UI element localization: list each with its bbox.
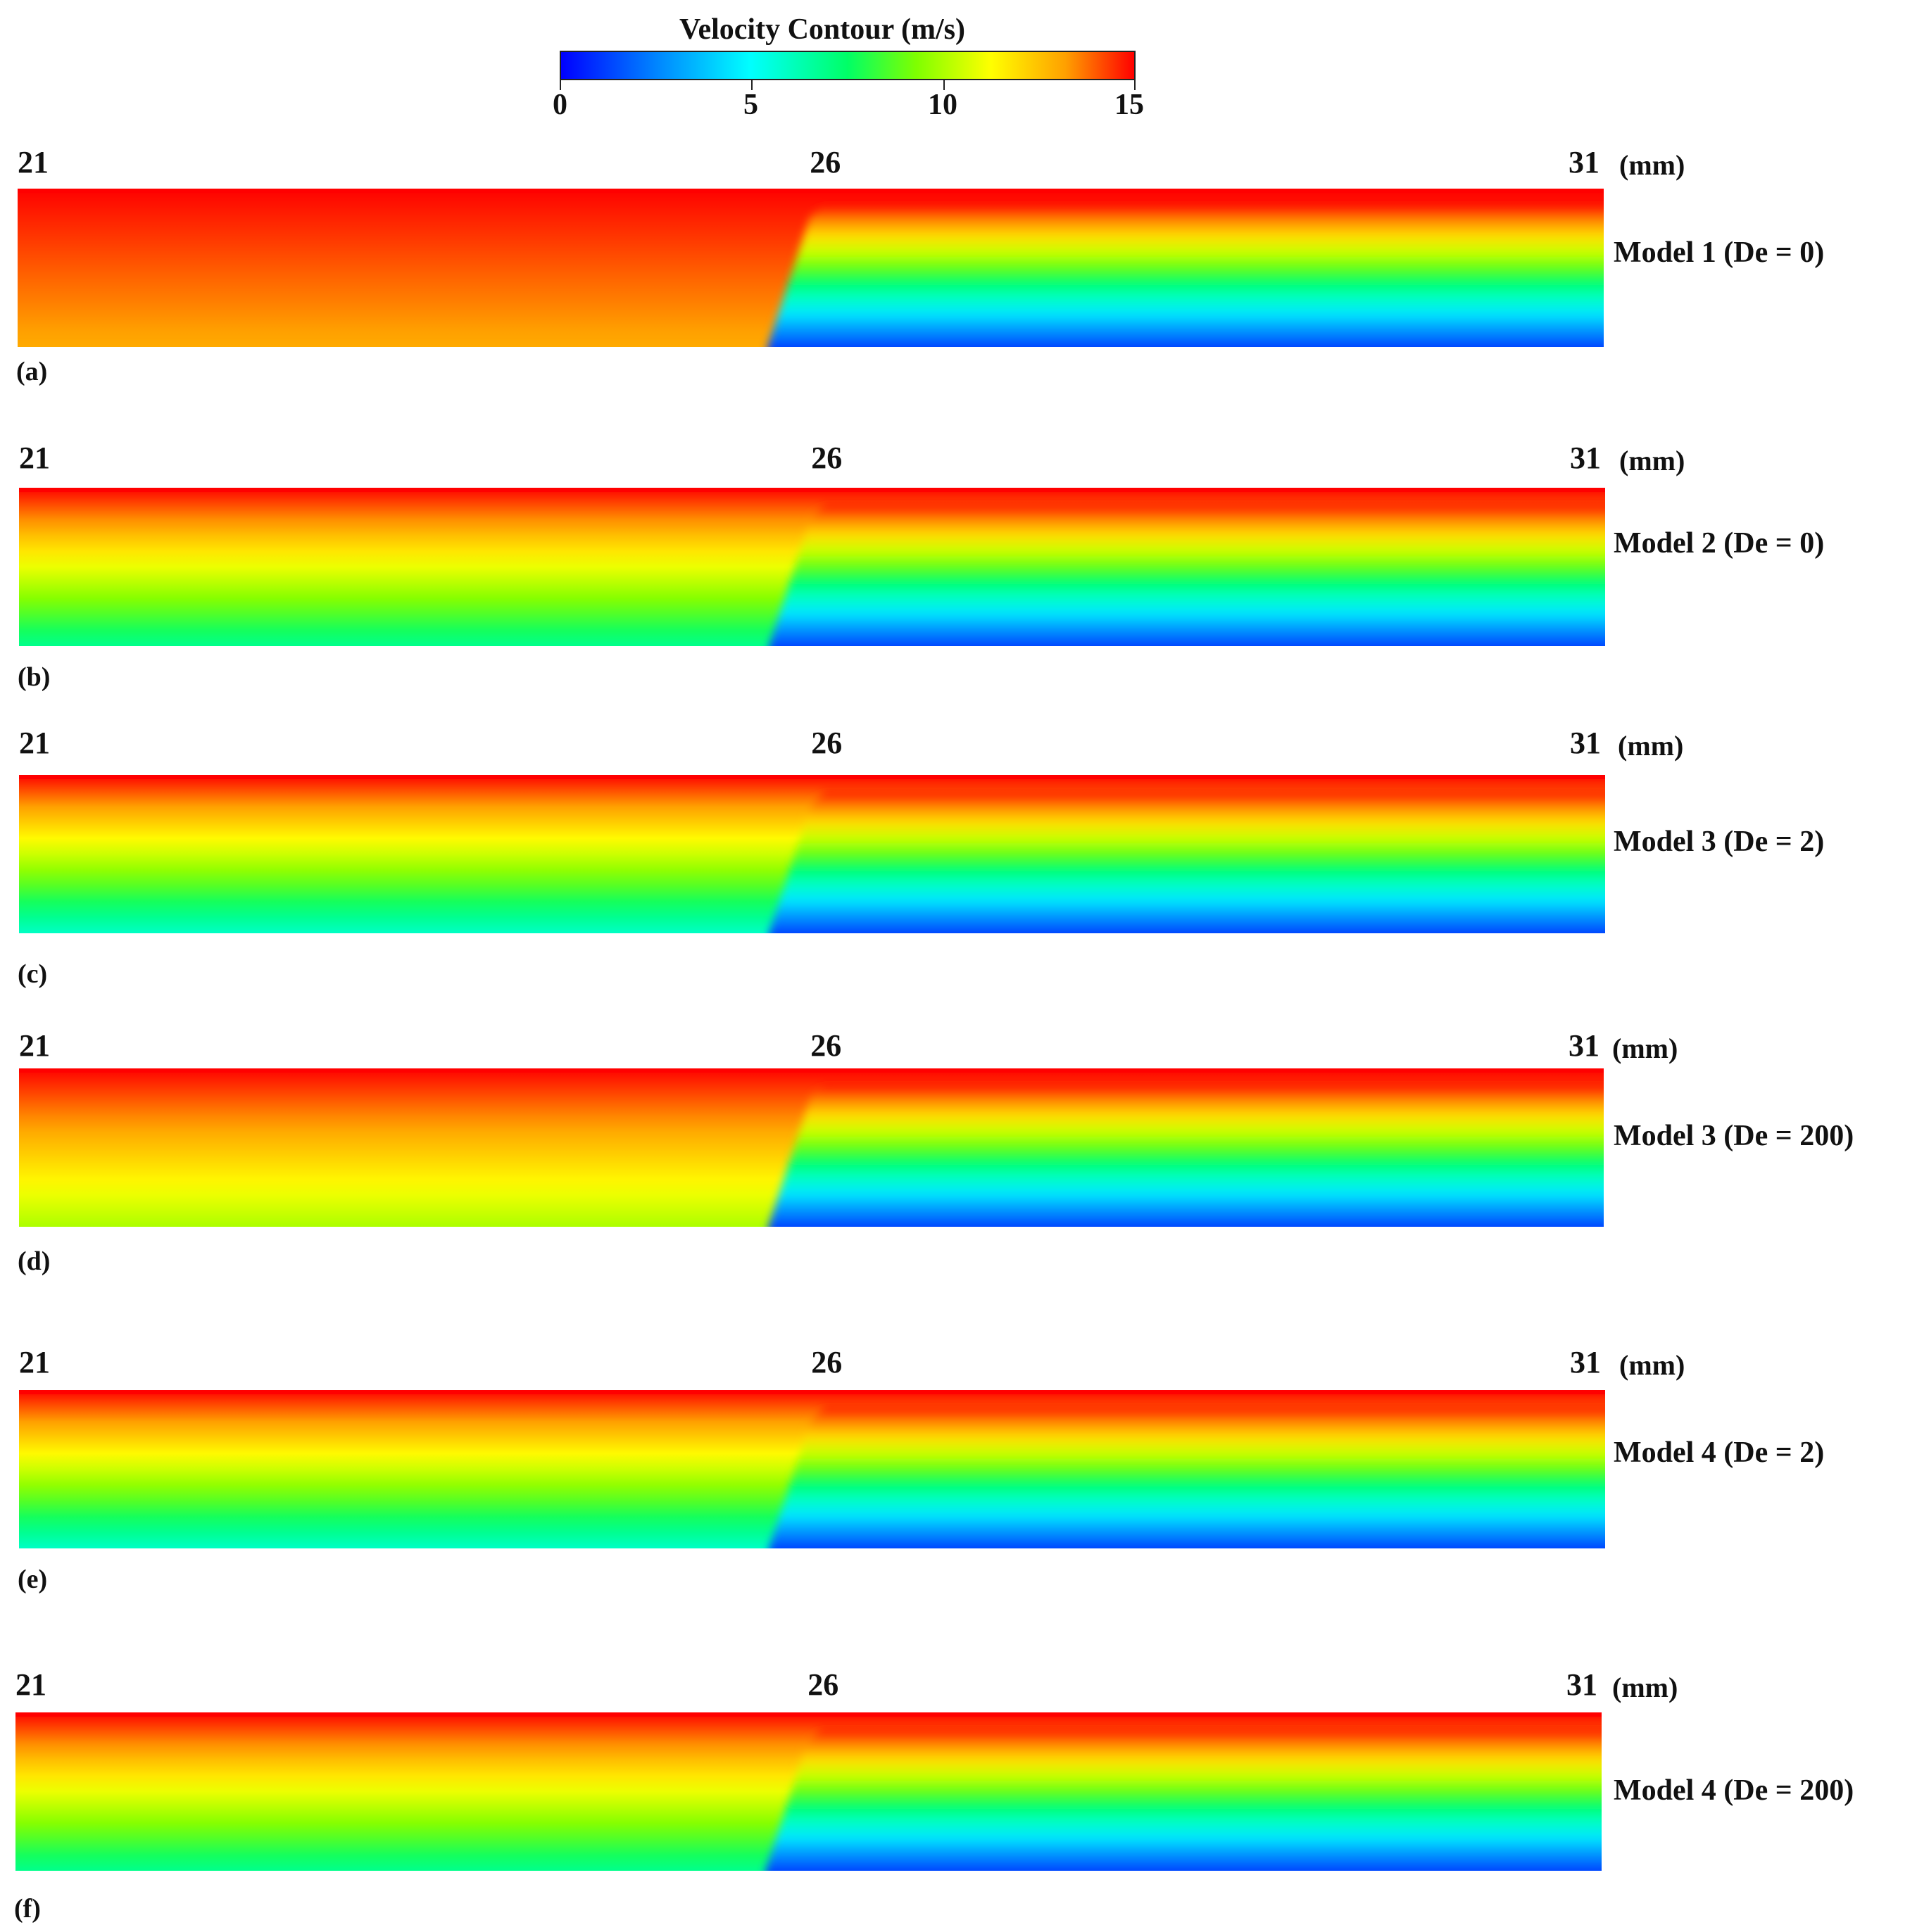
x-tick-label: 26 [811,441,843,475]
x-unit-label: (mm) [1612,1033,1678,1064]
x-tick-label: 21 [19,1028,50,1063]
contour-field [19,1390,1605,1548]
downstream-region [765,1728,1602,1871]
x-tick-label: 21 [19,726,50,760]
model-label: Model 2 (De = 0) [1614,527,1825,560]
colorbar-tick-label: 5 [743,89,758,121]
colorbar-tick-label: 0 [553,89,567,121]
x-tick-label: 26 [811,726,843,760]
contour-field [19,488,1605,646]
colorbar-tick [943,80,945,90]
x-tick-label: 21 [19,441,50,475]
x-tick-label: 26 [810,1028,842,1063]
contour-field [19,1068,1604,1227]
downstream-region [769,503,1605,646]
colorbar-tick [1134,80,1136,90]
wall-band [19,775,1605,779]
x-tick-label: 21 [18,145,49,179]
x-tick-label: 31 [1570,726,1601,760]
panel-label: (d) [18,1246,51,1276]
x-tick-label: 21 [19,1345,50,1379]
contour-field [18,189,1604,347]
wall-band [19,1068,1604,1073]
model-label: Model 3 (De = 200) [1614,1120,1854,1152]
colorbar-tick-label: 10 [928,89,957,121]
contour-field [15,1712,1602,1871]
wall-band [19,1390,1605,1394]
colorbar-title: Velocity Contour (m/s) [679,13,965,46]
downstream-region [769,1406,1605,1548]
model-label: Model 3 (De = 2) [1614,826,1825,858]
contour-field [19,775,1605,933]
colorbar-tick [560,80,561,90]
downstream-region [769,790,1605,933]
x-tick-label: 31 [1569,1028,1599,1063]
colorbar-tick [751,80,753,90]
x-tick-label: 26 [807,1667,839,1702]
panel-label: (e) [18,1565,48,1594]
model-label: Model 1 (De = 0) [1614,236,1825,269]
colorbar [560,51,1136,80]
panel-label: (f) [14,1894,41,1924]
x-unit-label: (mm) [1619,149,1685,181]
model-label: Model 4 (De = 2) [1614,1437,1825,1469]
x-tick-label: 31 [1570,1345,1601,1379]
x-unit-label: (mm) [1612,1672,1678,1703]
model-label: Model 4 (De = 200) [1614,1774,1854,1807]
x-unit-label: (mm) [1618,730,1684,762]
x-unit-label: (mm) [1619,1349,1685,1381]
colorbar-tick-label: 15 [1114,89,1144,121]
panel-label: (b) [18,662,51,692]
x-tick-label: 31 [1570,441,1601,475]
x-tick-label: 31 [1569,145,1599,179]
wall-band [15,1712,1602,1717]
x-unit-label: (mm) [1619,445,1685,476]
wall-band [19,488,1605,492]
x-tick-label: 26 [811,1345,843,1379]
x-tick-label: 21 [15,1667,46,1702]
downstream-region [767,204,1604,347]
wall-band [18,189,1604,193]
downstream-region [768,1084,1604,1227]
panel-label: (a) [16,357,48,386]
x-tick-label: 31 [1566,1667,1597,1702]
x-tick-label: 26 [810,145,841,179]
panel-label: (c) [18,959,48,989]
